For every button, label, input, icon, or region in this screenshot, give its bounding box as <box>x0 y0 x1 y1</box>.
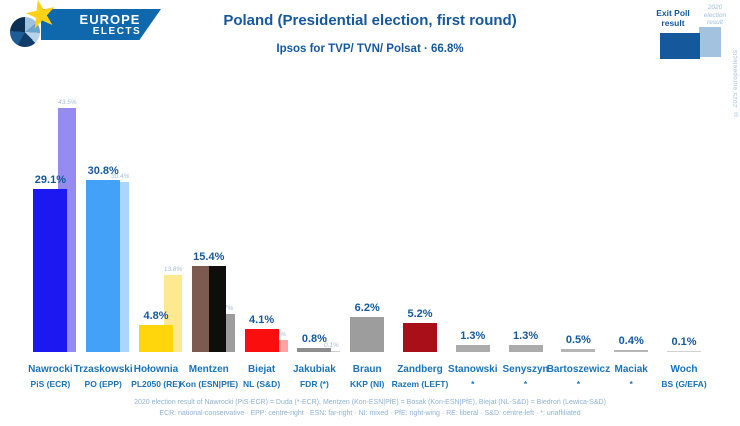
candidate-party-stanowski: * <box>471 379 475 389</box>
chart-subtitle: Ipsos for TVP/ TVN/ Polsat · 66.8% <box>276 43 464 55</box>
candidate-party-senyszyn: * <box>523 379 528 389</box>
candidate-name-jakubiak: Jakubiak <box>292 364 336 375</box>
candidate-party-jakubiak: FDR (*) <box>299 379 329 389</box>
candidate-party-mentzen: Kon (ESN|PfE) <box>179 379 239 389</box>
candidate-name-bartoszewicz: Bartoszewicz <box>546 364 611 375</box>
candidate-name-maciak: Maciak <box>614 364 648 375</box>
bar-exitpoll-maciak <box>614 349 649 352</box>
value-label-trzaskowski: 30.8% <box>87 164 119 177</box>
candidate-name-hoownia: Hołownia <box>133 364 179 375</box>
bar-chart: 43.5% 29.1% Nawrocki PiS (ECR) 30.4% 30.8% Trz… <box>24 87 714 389</box>
candidate-name-trzaskowski: Trzaskowski <box>73 364 133 375</box>
value-2020-label-nawrocki: 43.5% <box>58 99 77 107</box>
candidate-group-jakubiak: 0.1% 0.8% Jakubiak FDR (*) <box>288 87 341 389</box>
footnote-group-key: ECR: national-conservative · EPP: centre… <box>159 410 581 417</box>
bar-exitpoll-jakubiak <box>297 347 332 352</box>
candidate-name-stanowski: Stanowski <box>448 364 498 375</box>
value-label-biejat: 4.1% <box>249 314 275 327</box>
legend-exit-poll-swatch <box>660 33 700 59</box>
bar-exitpoll-mentzen <box>191 265 226 352</box>
value-label-bartoszewicz: 0.5% <box>565 334 591 347</box>
value-label-mentzen: 15.4% <box>193 250 225 263</box>
bar-2020-jakubiak <box>322 351 341 352</box>
logo-text-europe: EUROPE <box>79 11 141 27</box>
value-2020-label-biejat: 2.2% <box>271 330 286 338</box>
legend-2020-result-label: 2020 election result <box>703 4 727 26</box>
candidate-party-nawrocki: PiS (ECR) <box>30 379 71 389</box>
star-icon: ★ <box>20 0 63 40</box>
chart-title: Poland (Presidential election, first rou… <box>223 12 517 29</box>
candidate-group-braun: 6.2% Braun KKP (NI) <box>341 87 394 389</box>
value-label-woch: 0.1% <box>671 336 697 349</box>
candidate-name-biejat: Biejat <box>247 364 276 375</box>
bar-exitpoll-braun <box>350 317 385 352</box>
candidate-group-senyszyn: 1.3% Senyszyn * <box>499 87 552 389</box>
candidate-group-trzaskowski: 30.4% 30.8% Trzaskowski PO (EPP) <box>74 87 133 389</box>
bar-exitpoll-bartoszewicz <box>561 349 596 352</box>
candidate-group-zandberg: 5.2% Zandberg Razem (LEFT) <box>392 87 449 389</box>
value-label-maciak: 0.4% <box>618 334 644 347</box>
candidate-name-braun: Braun <box>352 364 382 375</box>
candidate-name-zandberg: Zandberg <box>397 364 443 375</box>
bar-exitpoll-senyszyn <box>508 344 543 352</box>
value-label-zandberg: 5.2% <box>407 307 433 320</box>
candidate-group-hoownia: 13.8% 4.8% Hołownia PL2050 (RE) <box>130 87 183 389</box>
logo-banner: EUROPE ELECTS <box>41 9 161 40</box>
value-2020-label-mentzen: 6.7% <box>218 305 234 313</box>
value-label-nawrocki: 29.1% <box>34 174 66 187</box>
bar-exitpoll-woch <box>666 351 701 352</box>
candidate-party-hoownia: PL2050 (RE) <box>131 379 181 389</box>
candidate-party-bartoszewicz: * <box>576 379 581 389</box>
legend-exit-poll-label: Exit Poll result <box>656 8 690 28</box>
value-2020-label-hoownia: 13.8% <box>163 265 183 273</box>
candidate-group-nawrocki: 43.5% 29.1% Nawrocki PiS (ECR) <box>24 87 77 389</box>
logo-text-elects: ELECTS <box>92 25 142 37</box>
value-label-senyszyn: 1.3% <box>513 329 539 342</box>
candidate-party-trzaskowski: PO (EPP) <box>84 379 122 389</box>
candidate-party-woch: BS (G/EFA) <box>661 379 707 389</box>
bar-exitpoll-biejat <box>244 329 279 352</box>
footnote-2020-mapping: 2020 election result of Nawrocki (PiS-EC… <box>134 399 606 406</box>
value-label-braun: 6.2% <box>354 302 380 315</box>
value-label-stanowski: 1.3% <box>460 329 486 342</box>
value-2020-label-trzaskowski: 30.4% <box>110 172 130 180</box>
candidate-group-stanowski: 1.3% Stanowski * <box>446 87 499 389</box>
value-2020-label-jakubiak: 0.1% <box>323 342 339 350</box>
bar-exitpoll-trzaskowski <box>86 179 121 352</box>
candidate-party-zandberg: Razem (LEFT) <box>391 379 449 389</box>
candidate-group-mentzen: 6.7% 15.4% Mentzen Kon (ESN|PfE) <box>179 87 238 389</box>
bar-exitpoll-nawrocki <box>33 189 68 352</box>
value-label-jakubiak: 0.8% <box>301 332 327 345</box>
pie-chart-icon <box>10 17 40 47</box>
candidate-party-biejat: NL (S&D) <box>243 379 281 389</box>
bar-exitpoll-zandberg <box>402 322 437 352</box>
bar-exitpoll-hoownia <box>138 325 173 352</box>
candidate-group-woch: 0.1% Woch BS (G/EFA) <box>658 87 711 389</box>
candidate-name-mentzen: Mentzen <box>188 364 229 375</box>
candidate-name-woch: Woch <box>670 364 698 375</box>
candidate-group-biejat: 2.2% 4.1% Biejat NL (S&D) <box>235 87 288 389</box>
legend-2020-result-swatch <box>699 27 721 57</box>
candidate-party-maciak: * <box>629 379 633 389</box>
candidate-name-senyszyn: Senyszyn <box>502 364 549 375</box>
bar-exitpoll-stanowski <box>455 344 490 352</box>
candidate-group-bartoszewicz: 0.5% Bartoszewicz * <box>547 87 610 389</box>
copyright-vertical-text: © 2025 europeelects <box>733 49 739 116</box>
candidate-group-maciak: 0.4% Maciak * <box>605 87 658 389</box>
candidate-name-nawrocki: Nawrocki <box>28 364 73 375</box>
candidate-party-braun: KKP (NI) <box>350 379 385 389</box>
europe-elects-logo: EUROPE ELECTS ★ <box>10 0 161 51</box>
value-label-hoownia: 4.8% <box>143 310 169 323</box>
